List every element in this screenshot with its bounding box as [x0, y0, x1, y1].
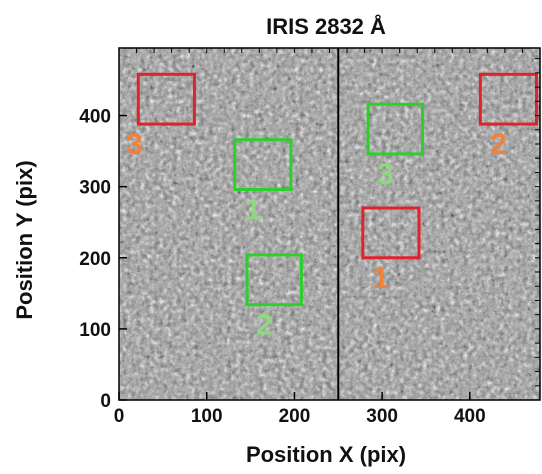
x-tick-label: 0: [114, 406, 125, 427]
x-tick-label: 100: [191, 406, 223, 427]
red-box-label-2: 2: [490, 128, 507, 161]
y-tick-label: 300: [79, 178, 111, 199]
y-tick-label: 400: [79, 107, 111, 128]
green-box-label-2: 2: [256, 309, 273, 342]
y-axis-label: Position Y (pix): [12, 160, 37, 319]
x-tick-label: 300: [366, 406, 398, 427]
x-tick-label: 400: [454, 406, 486, 427]
x-tick-label: 200: [279, 406, 311, 427]
red-box-label-3: 3: [126, 128, 143, 161]
plot-area: 3 2 1 1 2 3: [119, 48, 540, 400]
y-tick-label: 100: [79, 320, 111, 341]
green-box-label-1: 1: [244, 194, 261, 227]
green-box-label-3: 3: [377, 158, 394, 191]
y-tick-label: 0: [100, 391, 111, 412]
chart-title: IRIS 2832 Å: [266, 13, 386, 39]
y-tick-label: 200: [79, 249, 111, 270]
granulation-texture: [119, 48, 540, 400]
x-axis-label: Position X (pix): [246, 442, 406, 467]
red-box-label-1: 1: [373, 262, 390, 295]
